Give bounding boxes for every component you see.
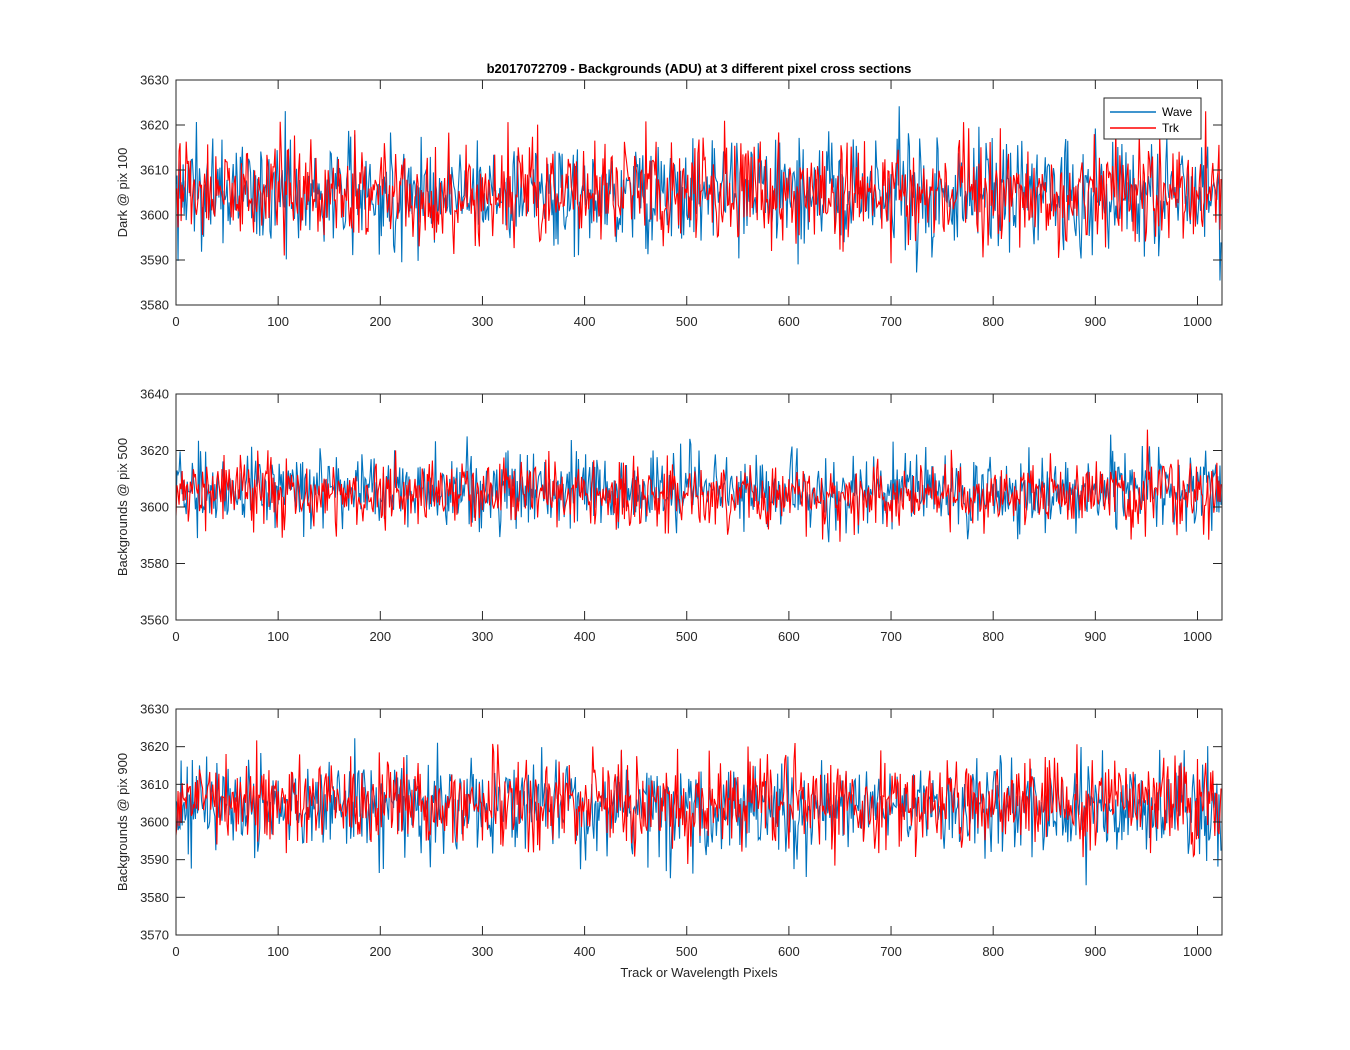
x-tick-label: 0 bbox=[172, 314, 179, 329]
y-axis-label-1: Dark @ pix 100 bbox=[115, 148, 130, 238]
y-tick-label: 3610 bbox=[140, 163, 169, 178]
x-tick-label: 800 bbox=[982, 629, 1004, 644]
y-tick-label: 3580 bbox=[140, 890, 169, 905]
subplot-2: 0 100 200 300 400 500 600 700 800 900 1000 3560 3580… bbox=[115, 387, 1223, 644]
series-line-wave-1 bbox=[176, 106, 1222, 281]
x-tick-label: 100 bbox=[267, 629, 289, 644]
x-tick-label: 900 bbox=[1084, 629, 1106, 644]
x-tick-label: 200 bbox=[369, 314, 391, 329]
legend-box bbox=[1103, 97, 1202, 140]
x-tick-label: 400 bbox=[574, 629, 596, 644]
y-tick-label: 3600 bbox=[140, 815, 169, 830]
y-tick-label: 3600 bbox=[140, 208, 169, 223]
x-tick-label: 800 bbox=[982, 314, 1004, 329]
subplots: 0 100 200 300 400 500 600 700 800 900 100035803590… bbox=[115, 73, 1223, 959]
legend-label-wave: Wave bbox=[1162, 105, 1193, 119]
y-axis-label-2: Backgrounds @ pix 500 bbox=[115, 438, 130, 576]
x-tick-label: 900 bbox=[1084, 944, 1106, 959]
figure-title: b2017072709 - Backgrounds (ADU) at 3 dif… bbox=[487, 61, 912, 76]
y-axis-label-3: Backgrounds @ pix 900 bbox=[115, 753, 130, 891]
x-tick-label: 700 bbox=[880, 629, 902, 644]
x-tick-label: 200 bbox=[369, 629, 391, 644]
y-tick-label: 3610 bbox=[140, 777, 169, 792]
legend-label-trk: Trk bbox=[1162, 121, 1180, 135]
x-tick-label: 500 bbox=[676, 314, 698, 329]
series-line-trk-2 bbox=[176, 429, 1222, 542]
x-tick-label: 0 bbox=[172, 629, 179, 644]
x-tick-label: 600 bbox=[778, 314, 800, 329]
x-tick-label: 400 bbox=[574, 314, 596, 329]
x-tick-label: 700 bbox=[880, 314, 902, 329]
x-tick-label: 1000 bbox=[1183, 944, 1212, 959]
x-tick-label: 700 bbox=[880, 944, 902, 959]
y-tick-label: 3620 bbox=[140, 443, 169, 458]
x-axis-label: Track or Wavelength Pixels bbox=[620, 965, 778, 980]
x-tick-label: 100 bbox=[267, 314, 289, 329]
x-tick-label: 500 bbox=[676, 944, 698, 959]
x-tick-label: 200 bbox=[369, 944, 391, 959]
y-tick-label: 3640 bbox=[140, 387, 169, 402]
y-tick-label: 3580 bbox=[140, 556, 169, 571]
x-tick-label: 300 bbox=[472, 629, 494, 644]
y-tick-label: 3620 bbox=[140, 739, 169, 754]
y-tick-label: 3580 bbox=[140, 298, 169, 313]
x-tick-label: 300 bbox=[472, 314, 494, 329]
x-tick-label: 900 bbox=[1084, 314, 1106, 329]
y-tick-label: 3570 bbox=[140, 928, 169, 943]
x-tick-label: 500 bbox=[676, 629, 698, 644]
y-tick-label: 3630 bbox=[140, 73, 169, 88]
x-tick-label: 800 bbox=[982, 944, 1004, 959]
y-tick-label: 3590 bbox=[140, 253, 169, 268]
series-line-trk-1 bbox=[176, 111, 1222, 264]
axes-box-1 bbox=[175, 79, 1223, 306]
x-tick-label: 0 bbox=[172, 944, 179, 959]
x-tick-label: 400 bbox=[574, 944, 596, 959]
y-tick-label: 3620 bbox=[140, 118, 169, 133]
y-tick-label: 3590 bbox=[140, 852, 169, 867]
x-tick-label: 600 bbox=[778, 629, 800, 644]
x-tick-label: 1000 bbox=[1183, 629, 1212, 644]
series-line-trk-3 bbox=[176, 740, 1222, 866]
subplot-1: 0 100 200 300 400 500 600 700 800 900 1000 3580 3590… bbox=[115, 73, 1223, 329]
x-tick-label: 600 bbox=[778, 944, 800, 959]
x-tick-label: 100 bbox=[267, 944, 289, 959]
y-tick-label: 3600 bbox=[140, 500, 169, 515]
x-tick-label: 1000 bbox=[1183, 314, 1212, 329]
x-tick-label: 300 bbox=[472, 944, 494, 959]
y-tick-label: 3560 bbox=[140, 613, 169, 628]
y-tick-label: 3630 bbox=[140, 702, 169, 717]
legend: Wave Trk bbox=[1103, 97, 1202, 140]
subplot-3: 0 100 200 300 400 500 600 700 800 900 1000 3570 3580… bbox=[115, 702, 1223, 959]
